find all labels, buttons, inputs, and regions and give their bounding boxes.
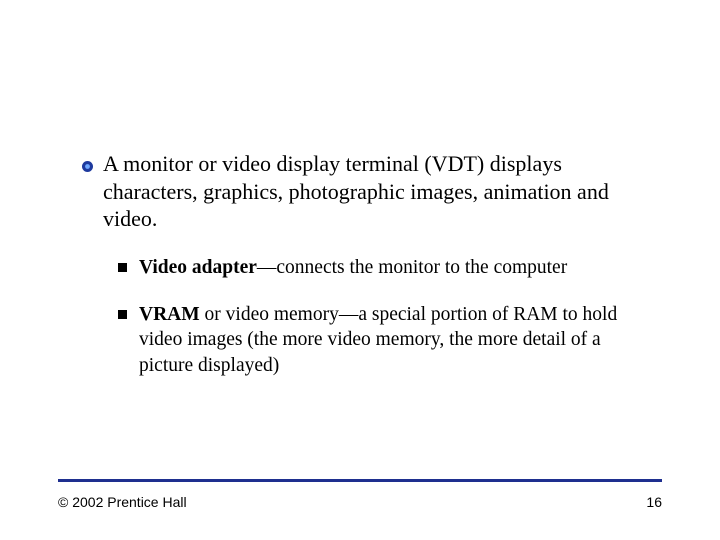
main-bullet-text: A monitor or video display terminal (VDT… <box>103 150 642 233</box>
copyright-text: © 2002 Prentice Hall <box>58 494 187 510</box>
sub-bullet-bold: VRAM <box>139 304 200 325</box>
sub-bullet-bold: Video adapter <box>139 257 257 278</box>
slide: A monitor or video display terminal (VDT… <box>0 0 720 540</box>
sub-bullet-rest: or video memory—a special portion of RAM… <box>139 304 617 376</box>
slide-content: A monitor or video display terminal (VDT… <box>82 150 642 400</box>
footer-divider <box>58 479 662 482</box>
page-number: 16 <box>646 494 662 510</box>
sub-bullet-list: Video adapter—connects the monitor to th… <box>118 255 642 378</box>
main-bullet-item: A monitor or video display terminal (VDT… <box>82 150 642 233</box>
square-bullet-icon <box>118 310 127 319</box>
square-bullet-icon <box>118 263 127 272</box>
sub-bullet-rest: —connects the monitor to the computer <box>257 257 567 278</box>
sub-bullet-item: VRAM or video memory—a special portion o… <box>118 302 642 378</box>
sub-bullet-text: VRAM or video memory—a special portion o… <box>139 302 642 378</box>
bullet-dot-icon <box>82 159 93 177</box>
slide-footer: © 2002 Prentice Hall 16 <box>58 494 662 510</box>
sub-bullet-item: Video adapter—connects the monitor to th… <box>118 255 642 280</box>
sub-bullet-text: Video adapter—connects the monitor to th… <box>139 255 567 280</box>
